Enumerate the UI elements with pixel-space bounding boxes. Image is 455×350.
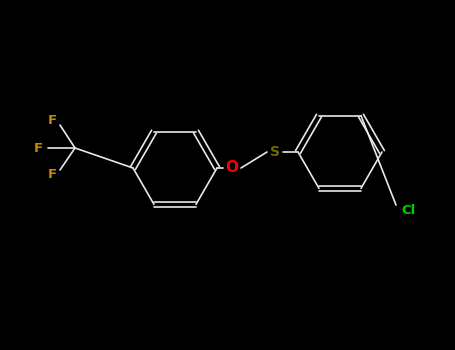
Text: F: F — [47, 113, 56, 126]
Text: S: S — [270, 145, 280, 159]
Text: F: F — [33, 141, 43, 154]
Text: Cl: Cl — [401, 203, 415, 217]
Text: F: F — [47, 168, 56, 182]
Text: O: O — [226, 161, 238, 175]
